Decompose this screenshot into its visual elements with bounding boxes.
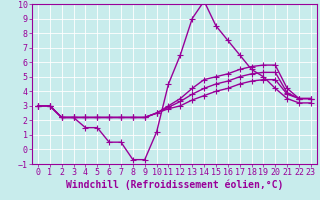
X-axis label: Windchill (Refroidissement éolien,°C): Windchill (Refroidissement éolien,°C) — [66, 180, 283, 190]
